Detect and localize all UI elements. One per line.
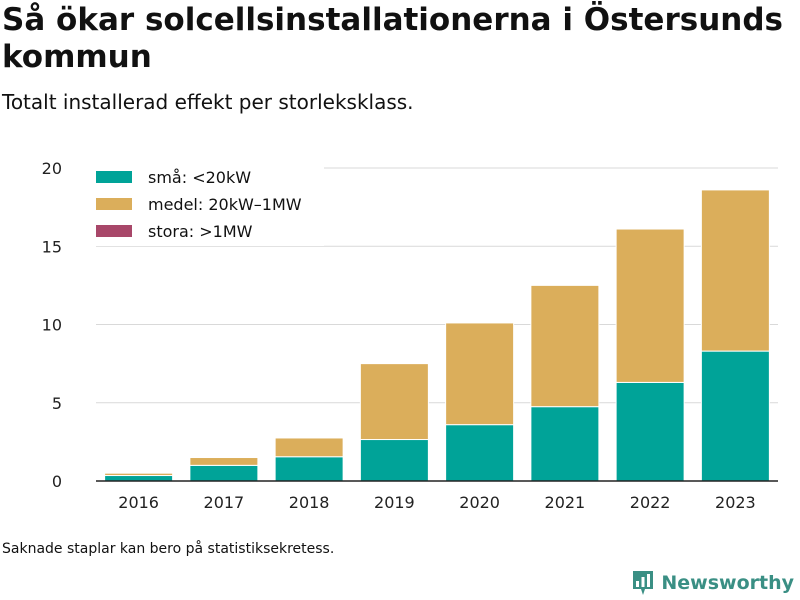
bar-segment xyxy=(189,464,259,482)
legend-label: små: <20kW xyxy=(148,168,251,187)
x-tick-label: 2017 xyxy=(204,493,245,512)
legend-swatch xyxy=(96,171,132,183)
stacked-bar-chart: 0 5 10 15 20 2016 2017 2018 2019 2020 2021 2022 2023… xyxy=(42,159,778,512)
bar-segment xyxy=(445,322,515,426)
y-tick-label: 20 xyxy=(42,159,62,178)
x-tick-label: 2021 xyxy=(545,493,586,512)
x-tick-label: 2018 xyxy=(289,493,330,512)
x-tick-label: 2022 xyxy=(630,493,671,512)
bar-segment xyxy=(615,381,685,482)
bar-segment xyxy=(274,437,344,458)
bar-segment xyxy=(274,456,344,482)
bar-segment xyxy=(700,189,770,352)
x-tick-label: 2016 xyxy=(118,493,159,512)
x-tick-label: 2023 xyxy=(715,493,756,512)
legend-swatch xyxy=(96,225,132,237)
bar-segment xyxy=(615,228,685,383)
legend: små: <20kW medel: 20kW–1MW stora: >1MW xyxy=(88,162,324,246)
bar-segment xyxy=(700,350,770,482)
y-tick-label: 15 xyxy=(42,237,62,256)
chart-subtitle: Totalt installerad effekt per storlekskl… xyxy=(2,90,414,114)
legend-label: stora: >1MW xyxy=(148,222,253,241)
bar-segment xyxy=(530,284,600,408)
y-tick-label: 0 xyxy=(52,472,62,491)
footnote: Saknade staplar kan bero på statistiksek… xyxy=(2,541,335,557)
chart-title: Så ökar solcellsinstallationerna i Öster… xyxy=(2,2,783,75)
bar-layer xyxy=(104,189,770,482)
newsworthy-logo: Newsworthy xyxy=(631,569,794,597)
bar-segment xyxy=(445,424,515,482)
bar-segment xyxy=(359,439,429,482)
axis-layer: 0 5 10 15 20 2016 2017 2018 2019 2020 2021 2022 2023 xyxy=(42,159,778,512)
bar-chart-icon xyxy=(633,571,654,595)
bar-segment xyxy=(104,472,174,477)
bar-segment xyxy=(359,363,429,441)
legend-label: medel: 20kW–1MW xyxy=(148,195,302,214)
bar-segment xyxy=(104,475,174,482)
y-tick-label: 10 xyxy=(42,316,62,335)
y-tick-label: 5 xyxy=(52,394,62,413)
brand-name: Newsworthy xyxy=(661,572,794,594)
x-tick-label: 2019 xyxy=(374,493,415,512)
legend-swatch xyxy=(96,198,132,210)
x-tick-label: 2020 xyxy=(459,493,500,512)
bar-segment xyxy=(530,406,600,482)
bar-segment xyxy=(189,457,259,466)
